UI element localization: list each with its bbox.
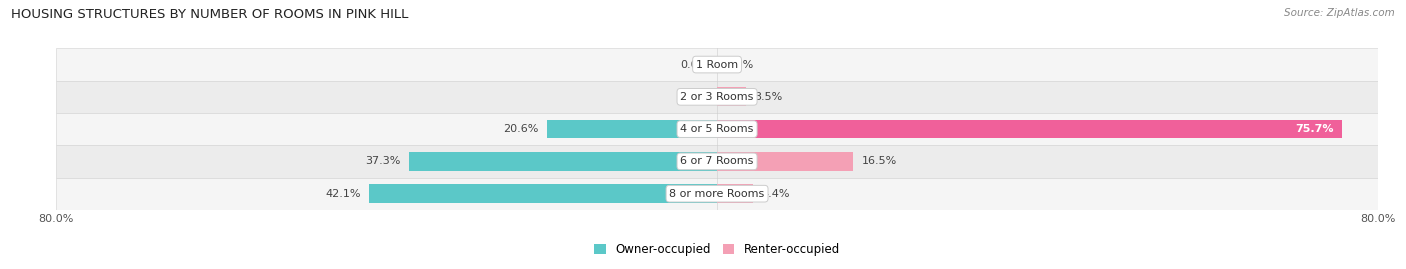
Text: 4 or 5 Rooms: 4 or 5 Rooms (681, 124, 754, 134)
Bar (547, 120, 717, 139)
Text: 6 or 7 Rooms: 6 or 7 Rooms (681, 156, 754, 167)
Bar (409, 152, 717, 171)
Text: 3.5%: 3.5% (754, 92, 783, 102)
Bar (717, 152, 853, 171)
Bar (717, 120, 1343, 139)
Text: 0.0%: 0.0% (681, 92, 709, 102)
Bar (370, 184, 717, 203)
Bar (56, 113, 1378, 145)
Text: 42.1%: 42.1% (326, 189, 361, 199)
Text: 20.6%: 20.6% (503, 124, 538, 134)
Bar (56, 145, 1378, 178)
Text: 37.3%: 37.3% (366, 156, 401, 167)
Text: 0.0%: 0.0% (681, 59, 709, 70)
Text: 0.0%: 0.0% (725, 59, 754, 70)
Text: 8 or more Rooms: 8 or more Rooms (669, 189, 765, 199)
Legend: Owner-occupied, Renter-occupied: Owner-occupied, Renter-occupied (589, 238, 845, 260)
Bar (717, 184, 754, 203)
Text: Source: ZipAtlas.com: Source: ZipAtlas.com (1284, 8, 1395, 18)
Text: 4.4%: 4.4% (762, 189, 790, 199)
Text: 16.5%: 16.5% (862, 156, 897, 167)
Bar (56, 81, 1378, 113)
Text: 2 or 3 Rooms: 2 or 3 Rooms (681, 92, 754, 102)
Text: 1 Room: 1 Room (696, 59, 738, 70)
Text: HOUSING STRUCTURES BY NUMBER OF ROOMS IN PINK HILL: HOUSING STRUCTURES BY NUMBER OF ROOMS IN… (11, 8, 409, 21)
Bar (56, 178, 1378, 210)
Bar (717, 87, 747, 106)
Bar (56, 48, 1378, 81)
Text: 75.7%: 75.7% (1295, 124, 1334, 134)
